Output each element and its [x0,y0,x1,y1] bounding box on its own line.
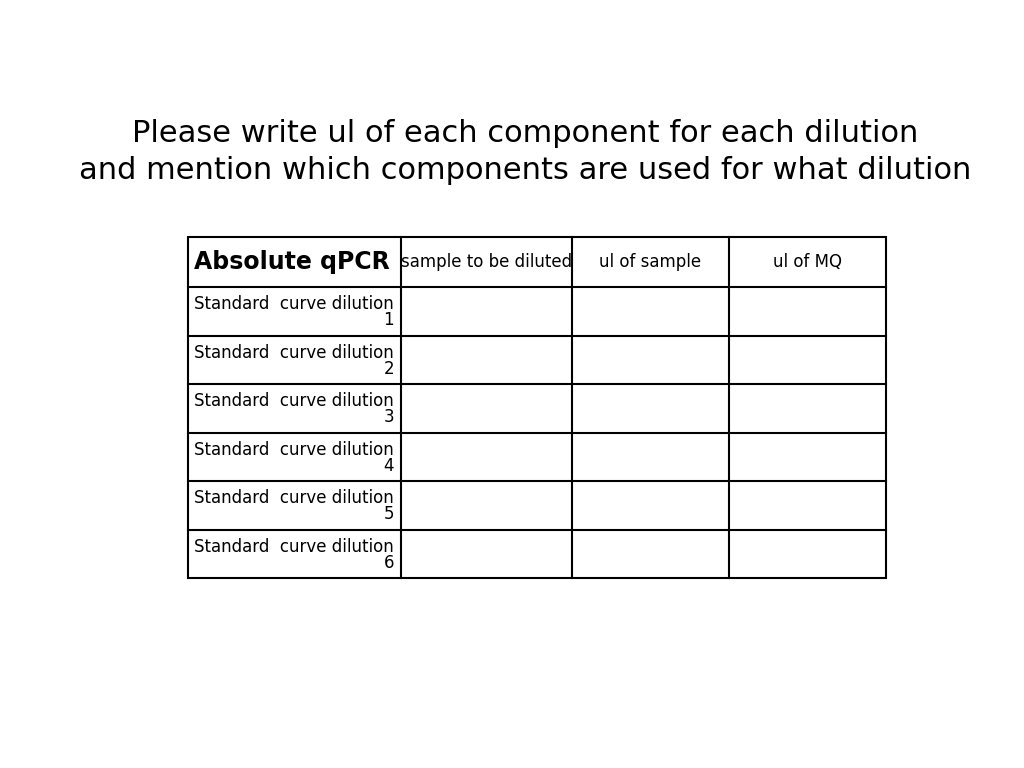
Text: Standard  curve dilution: Standard curve dilution [194,295,393,313]
Text: Standard  curve dilution: Standard curve dilution [194,441,393,458]
Text: Standard  curve dilution: Standard curve dilution [194,538,393,556]
Text: 1: 1 [384,311,394,329]
Text: sample to be diluted: sample to be diluted [400,253,571,271]
Text: Standard  curve dilution: Standard curve dilution [194,489,393,507]
Text: 5: 5 [384,505,394,523]
Text: Please write ul of each component for each dilution
and mention which components: Please write ul of each component for ea… [79,119,971,185]
Text: Standard  curve dilution: Standard curve dilution [194,344,393,362]
Text: Absolute qPCR: Absolute qPCR [194,250,389,274]
Text: 3: 3 [384,409,394,426]
Text: ul of sample: ul of sample [599,253,701,271]
Text: 6: 6 [384,554,394,571]
Text: 2: 2 [384,359,394,378]
Text: 4: 4 [384,457,394,475]
Text: Standard  curve dilution: Standard curve dilution [194,392,393,410]
Text: ul of MQ: ul of MQ [773,253,842,271]
